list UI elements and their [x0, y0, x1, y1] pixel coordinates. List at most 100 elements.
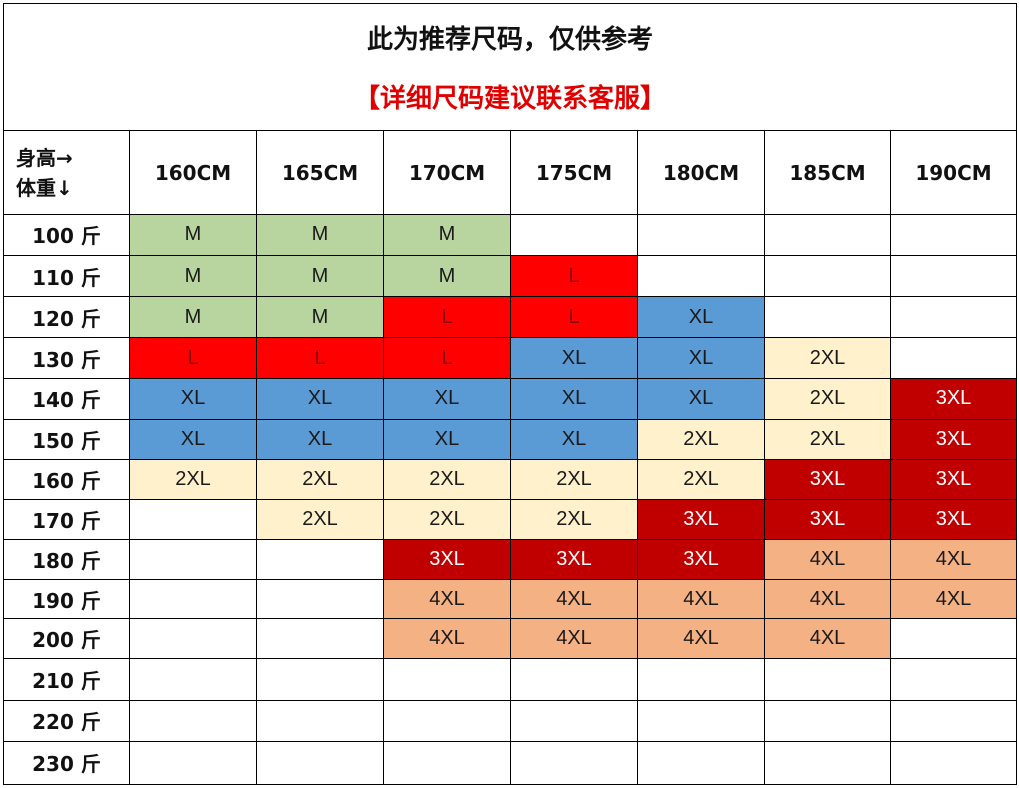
size-cell: XL [129, 378, 257, 420]
size-cell [383, 658, 511, 701]
table-row: 220 斤 [3, 699, 1018, 742]
size-cell: M [129, 296, 257, 339]
size-cell: M [129, 254, 257, 298]
weight-label: 120 斤 [3, 296, 130, 339]
size-cell: L [510, 254, 638, 298]
size-cell [256, 658, 384, 701]
weight-label: 200 斤 [3, 618, 130, 660]
size-cell [889, 740, 1018, 786]
size-cell: XL [510, 378, 638, 420]
weight-label: 150 斤 [3, 418, 130, 460]
height-header-5: 185CM [764, 130, 891, 215]
size-cell [256, 618, 384, 660]
size-cell: 3XL [637, 538, 765, 581]
table-row: 170 斤 2XL 2XL 2XL 3XL 3XL 3XL [3, 498, 1018, 540]
size-cell: 2XL [383, 458, 511, 500]
size-cell: 2XL [764, 337, 891, 380]
size-cell: XL [256, 378, 384, 420]
table-row: 130 斤 L L L XL XL 2XL [3, 337, 1018, 380]
size-cell: 3XL [889, 378, 1018, 420]
size-cell: L [129, 337, 257, 380]
height-header-4: 180CM [637, 130, 765, 215]
size-cell: M [129, 213, 257, 256]
height-header-0: 160CM [129, 130, 257, 215]
size-cell: 4XL [889, 579, 1018, 620]
table-row: 120 斤 M M L L XL [3, 296, 1018, 339]
size-cell: XL [637, 378, 765, 420]
size-cell: XL [637, 337, 765, 380]
height-header-row: 身高→ 体重↓ 160CM 165CM 170CM 175CM 180CM 185CM 19… [3, 130, 1018, 215]
size-cell [510, 699, 638, 742]
size-cell: 3XL [637, 498, 765, 540]
size-cell [256, 699, 384, 742]
weight-label: 140 斤 [3, 378, 130, 420]
height-header-1: 165CM [256, 130, 384, 215]
table-row: 150 斤 XL XL XL XL 2XL 2XL 3XL [3, 418, 1018, 460]
size-cell [129, 579, 257, 620]
size-cell [764, 254, 891, 298]
chart-title: 此为推荐尺码，仅供参考 [367, 25, 654, 56]
size-cell [129, 538, 257, 581]
table-row: 180 斤 3XL 3XL 3XL 4XL 4XL [3, 538, 1018, 581]
size-cell: 2XL [256, 498, 384, 540]
size-cell [764, 740, 891, 786]
weight-label: 100 斤 [3, 213, 130, 256]
size-cell: 4XL [889, 538, 1018, 581]
size-cell: L [510, 296, 638, 339]
table-row: 230 斤 [3, 740, 1018, 786]
size-cell [889, 337, 1018, 380]
size-cell [256, 579, 384, 620]
size-cell [889, 618, 1018, 660]
table-row: 200 斤 4XL 4XL 4XL 4XL [3, 618, 1018, 660]
size-cell: 4XL [637, 618, 765, 660]
size-cell [637, 699, 765, 742]
size-cell: 2XL [510, 498, 638, 540]
size-cell: 3XL [889, 458, 1018, 500]
table-row: 190 斤 4XL 4XL 4XL 4XL 4XL [3, 579, 1018, 620]
size-cell [637, 740, 765, 786]
size-cell: XL [510, 418, 638, 460]
size-cell [637, 254, 765, 298]
size-cell [129, 618, 257, 660]
size-cell: 2XL [637, 418, 765, 460]
size-cell: M [383, 213, 511, 256]
size-cell: M [256, 254, 384, 298]
size-cell [510, 740, 638, 786]
size-cell: 4XL [510, 618, 638, 660]
size-cell: XL [510, 337, 638, 380]
size-cell: L [256, 337, 384, 380]
size-cell [129, 658, 257, 701]
size-cell [129, 498, 257, 540]
size-cell: M [256, 213, 384, 256]
size-cell [383, 699, 511, 742]
table-row: 160 斤 2XL 2XL 2XL 2XL 2XL 3XL 3XL [3, 458, 1018, 500]
weight-label: 170 斤 [3, 498, 130, 540]
weight-label: 130 斤 [3, 337, 130, 380]
size-cell [129, 740, 257, 786]
size-cell [764, 296, 891, 339]
height-header-6: 190CM [889, 130, 1018, 215]
size-cell [637, 213, 765, 256]
size-cell: M [383, 254, 511, 298]
weight-label: 230 斤 [3, 740, 130, 786]
weight-label: 180 斤 [3, 538, 130, 581]
size-cell [889, 699, 1018, 742]
weight-label: 210 斤 [3, 658, 130, 701]
corner-label-height: 身高→ [16, 145, 73, 170]
size-cell: 3XL [764, 498, 891, 540]
size-cell: L [383, 337, 511, 380]
size-cell: 2XL [129, 458, 257, 500]
size-cell: L [383, 296, 511, 339]
size-cell [129, 699, 257, 742]
size-cell: M [256, 296, 384, 339]
weight-label: 190 斤 [3, 579, 130, 620]
size-cell: XL [383, 378, 511, 420]
height-header-3: 175CM [510, 130, 638, 215]
size-cell [510, 213, 638, 256]
size-cell [637, 658, 765, 701]
size-cell [889, 658, 1018, 701]
size-cell [889, 213, 1018, 256]
size-cell [383, 740, 511, 786]
